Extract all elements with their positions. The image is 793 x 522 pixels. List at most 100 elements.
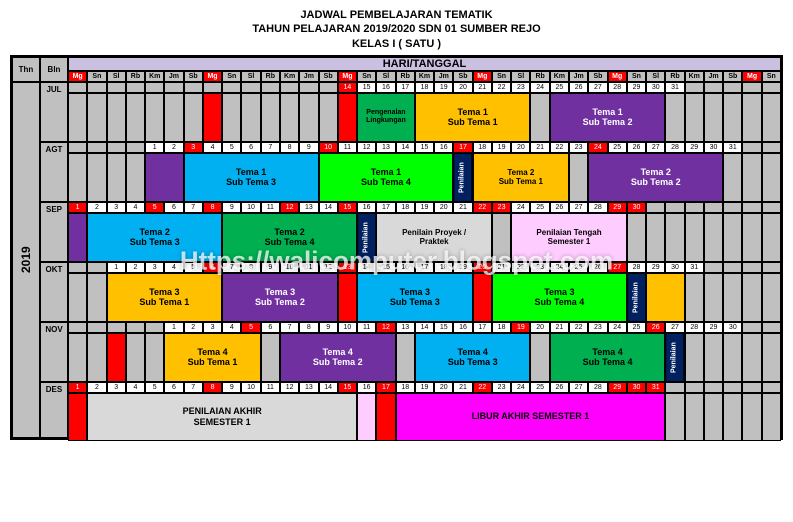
date-cell: 15 (376, 262, 395, 273)
date-cell: 6 (241, 142, 260, 153)
theme-block (68, 213, 87, 262)
date-cell: 8 (203, 382, 222, 393)
day-label: Km (685, 71, 704, 82)
day-label: Rb (126, 71, 145, 82)
date-cell: 11 (357, 322, 376, 333)
date-cell: 26 (646, 322, 665, 333)
date-cell: 30 (627, 202, 646, 213)
schedule-body: 2019JUL141516171819202122232425262728293… (12, 82, 781, 438)
date-cell: 28 (588, 382, 607, 393)
date-cell (685, 382, 704, 393)
date-cell (742, 382, 761, 393)
schedule-document: JADWAL PEMBELAJARAN TEMATIK TAHUN PELAJA… (0, 0, 793, 522)
month-label: AGT (40, 142, 68, 202)
date-cell: 20 (434, 202, 453, 213)
date-cell: 3 (184, 142, 203, 153)
month-content: 1234567891011121314151617181920212223242… (68, 382, 781, 438)
date-cell: 21 (453, 382, 472, 393)
day-label: Sb (184, 71, 203, 82)
date-cell (319, 82, 338, 93)
date-cell: 9 (299, 142, 318, 153)
date-cell: 27 (588, 82, 607, 93)
date-cell: 18 (396, 202, 415, 213)
date-cell: 11 (299, 262, 318, 273)
date-cell: 14 (357, 262, 376, 273)
date-cell: 28 (665, 142, 684, 153)
date-cell (68, 142, 87, 153)
theme-block: Penilaian (453, 153, 472, 202)
date-cell (742, 142, 761, 153)
date-cell: 11 (261, 382, 280, 393)
date-cell: 12 (376, 322, 395, 333)
date-cell (299, 82, 318, 93)
date-cell: 17 (396, 82, 415, 93)
date-cell: 4 (164, 262, 183, 273)
date-cell: 21 (473, 82, 492, 93)
date-cell: 26 (550, 202, 569, 213)
date-cell: 24 (530, 82, 549, 93)
date-cell: 25 (530, 202, 549, 213)
date-cell: 26 (569, 82, 588, 93)
date-cell: 23 (511, 82, 530, 93)
date-cell (762, 202, 781, 213)
day-label: Km (145, 71, 164, 82)
date-cell (184, 82, 203, 93)
theme-block: Tema 3Sub Tema 1 (107, 273, 223, 322)
date-cell: 11 (261, 202, 280, 213)
date-cell: 27 (569, 382, 588, 393)
date-cell (68, 322, 87, 333)
date-cell: 2 (87, 202, 106, 213)
date-cell (87, 82, 106, 93)
date-cell: 24 (608, 322, 627, 333)
date-cell: 5 (145, 382, 164, 393)
date-cell: 20 (434, 382, 453, 393)
day-label: Jm (299, 71, 318, 82)
theme-row: Tema 4Sub Tema 1Tema 4Sub Tema 2Tema 4Su… (68, 333, 781, 382)
date-cell (723, 262, 742, 273)
date-cell: 30 (646, 82, 665, 93)
date-cell: 13 (396, 322, 415, 333)
date-cell: 25 (569, 262, 588, 273)
date-cell: 19 (492, 142, 511, 153)
date-cell: 12 (280, 382, 299, 393)
date-cell: 23 (569, 142, 588, 153)
day-label: Sl (511, 71, 530, 82)
date-cell: 21 (492, 262, 511, 273)
date-cell (646, 202, 665, 213)
date-cell (145, 322, 164, 333)
month-content: 141516171819202122232425262728293031Peng… (68, 82, 781, 142)
date-cell: 23 (530, 262, 549, 273)
day-label: Km (415, 71, 434, 82)
date-cell: 16 (357, 202, 376, 213)
theme-row: Tema 1Sub Tema 3Tema 1Sub Tema 4Penilaia… (68, 153, 781, 202)
theme-block: Penilaian TengahSemester 1 (511, 213, 627, 262)
date-row: 1234567891011121314151617181920212223242… (68, 142, 781, 153)
date-cell (723, 82, 742, 93)
date-cell: 15 (357, 82, 376, 93)
theme-block (357, 393, 376, 441)
date-cell: 23 (588, 322, 607, 333)
date-cell: 27 (646, 142, 665, 153)
day-labels-row: MgSnSlRbKmJmSbMgSnSlRbKmJmSbMgSnSlRbKmJm… (68, 71, 781, 82)
date-cell: 11 (338, 142, 357, 153)
top-header-row: Thn Bln HARI/TANGGAL MgSnSlRbKmJmSbMgSnS… (12, 57, 781, 82)
day-label: Jm (704, 71, 723, 82)
date-cell: 3 (203, 322, 222, 333)
date-cell: 14 (338, 82, 357, 93)
date-cell (107, 82, 126, 93)
date-cell (704, 202, 723, 213)
date-cell: 19 (415, 382, 434, 393)
day-label: Jm (569, 71, 588, 82)
month-content: 1234567891011121314151617181920212223242… (68, 262, 781, 322)
date-cell: 4 (203, 142, 222, 153)
date-cell: 13 (299, 202, 318, 213)
date-cell: 16 (396, 262, 415, 273)
date-cell: 17 (473, 322, 492, 333)
date-cell: 30 (704, 142, 723, 153)
date-cell (68, 262, 87, 273)
date-cell (107, 322, 126, 333)
date-cell (126, 82, 145, 93)
theme-row: PENILAIAN AKHIRSEMESTER 1LIBUR AKHIR SEM… (68, 393, 781, 441)
theme-block: Tema 1Sub Tema 4 (319, 153, 454, 202)
date-cell: 29 (685, 142, 704, 153)
